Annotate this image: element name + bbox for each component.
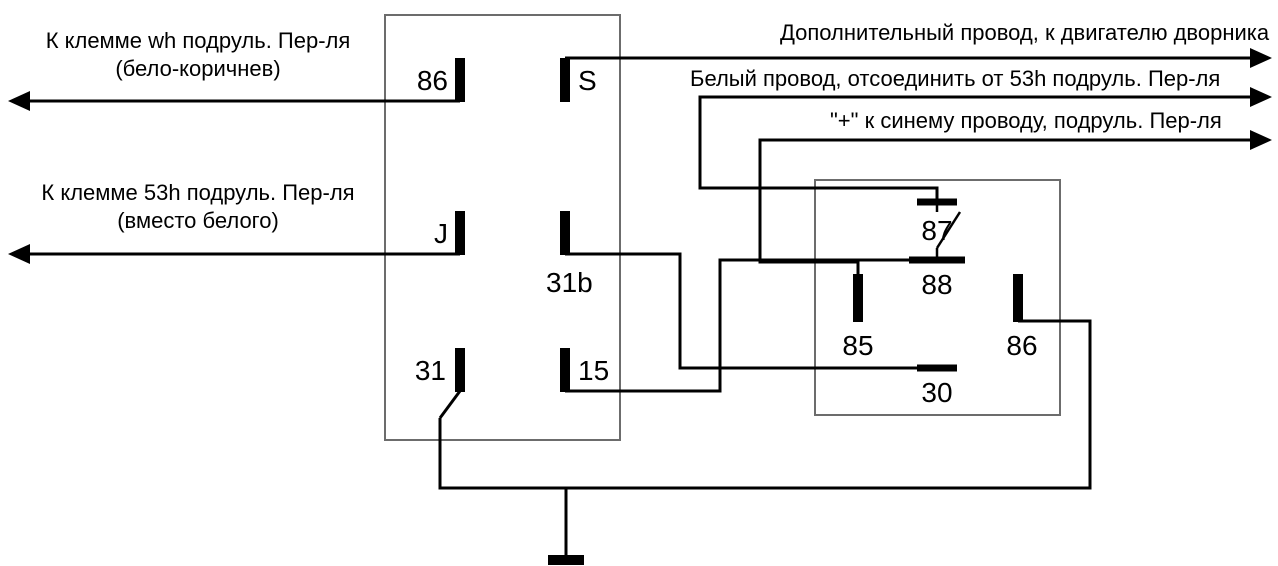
left-bot-line2: (вместо белого): [117, 208, 279, 233]
arrow-r1: [1250, 48, 1272, 68]
label-88: 88: [921, 269, 952, 300]
label-31: 31: [415, 355, 446, 386]
label-31b: 31b: [546, 267, 593, 298]
wire-31-ground: [440, 418, 566, 556]
left-top-line2: (бело-коричнев): [115, 56, 280, 81]
arrow-left-bot: [8, 244, 30, 264]
label-30: 30: [921, 377, 952, 408]
label-85: 85: [842, 330, 873, 361]
arrow-r3: [1250, 130, 1272, 150]
label-r2: Белый провод, отсоединить от 53h подруль…: [690, 66, 1220, 91]
wire-r3: [760, 140, 1256, 274]
left-bot-line1: К клемме 53h подруль. Пер-ля: [41, 180, 354, 205]
label-J: J: [434, 218, 448, 249]
label-86: 86: [417, 65, 448, 96]
arrow-left-top: [8, 91, 30, 111]
label-86b: 86: [1006, 330, 1037, 361]
label-r1: Дополнительный провод, к двигателю дворн…: [780, 20, 1270, 45]
switch-31: [440, 391, 460, 418]
left-top-line1: К клемме wh подруль. Пер-ля: [46, 28, 351, 53]
label-r3: "+" к синему проводу, подруль. Пер-ля: [830, 108, 1222, 133]
label-S: S: [578, 65, 597, 96]
label-15: 15: [578, 355, 609, 386]
wiring-diagram: 86 S J 31b 31 15 87 88 85 86 30 К клемме…: [0, 0, 1278, 566]
arrow-r2: [1250, 87, 1272, 107]
